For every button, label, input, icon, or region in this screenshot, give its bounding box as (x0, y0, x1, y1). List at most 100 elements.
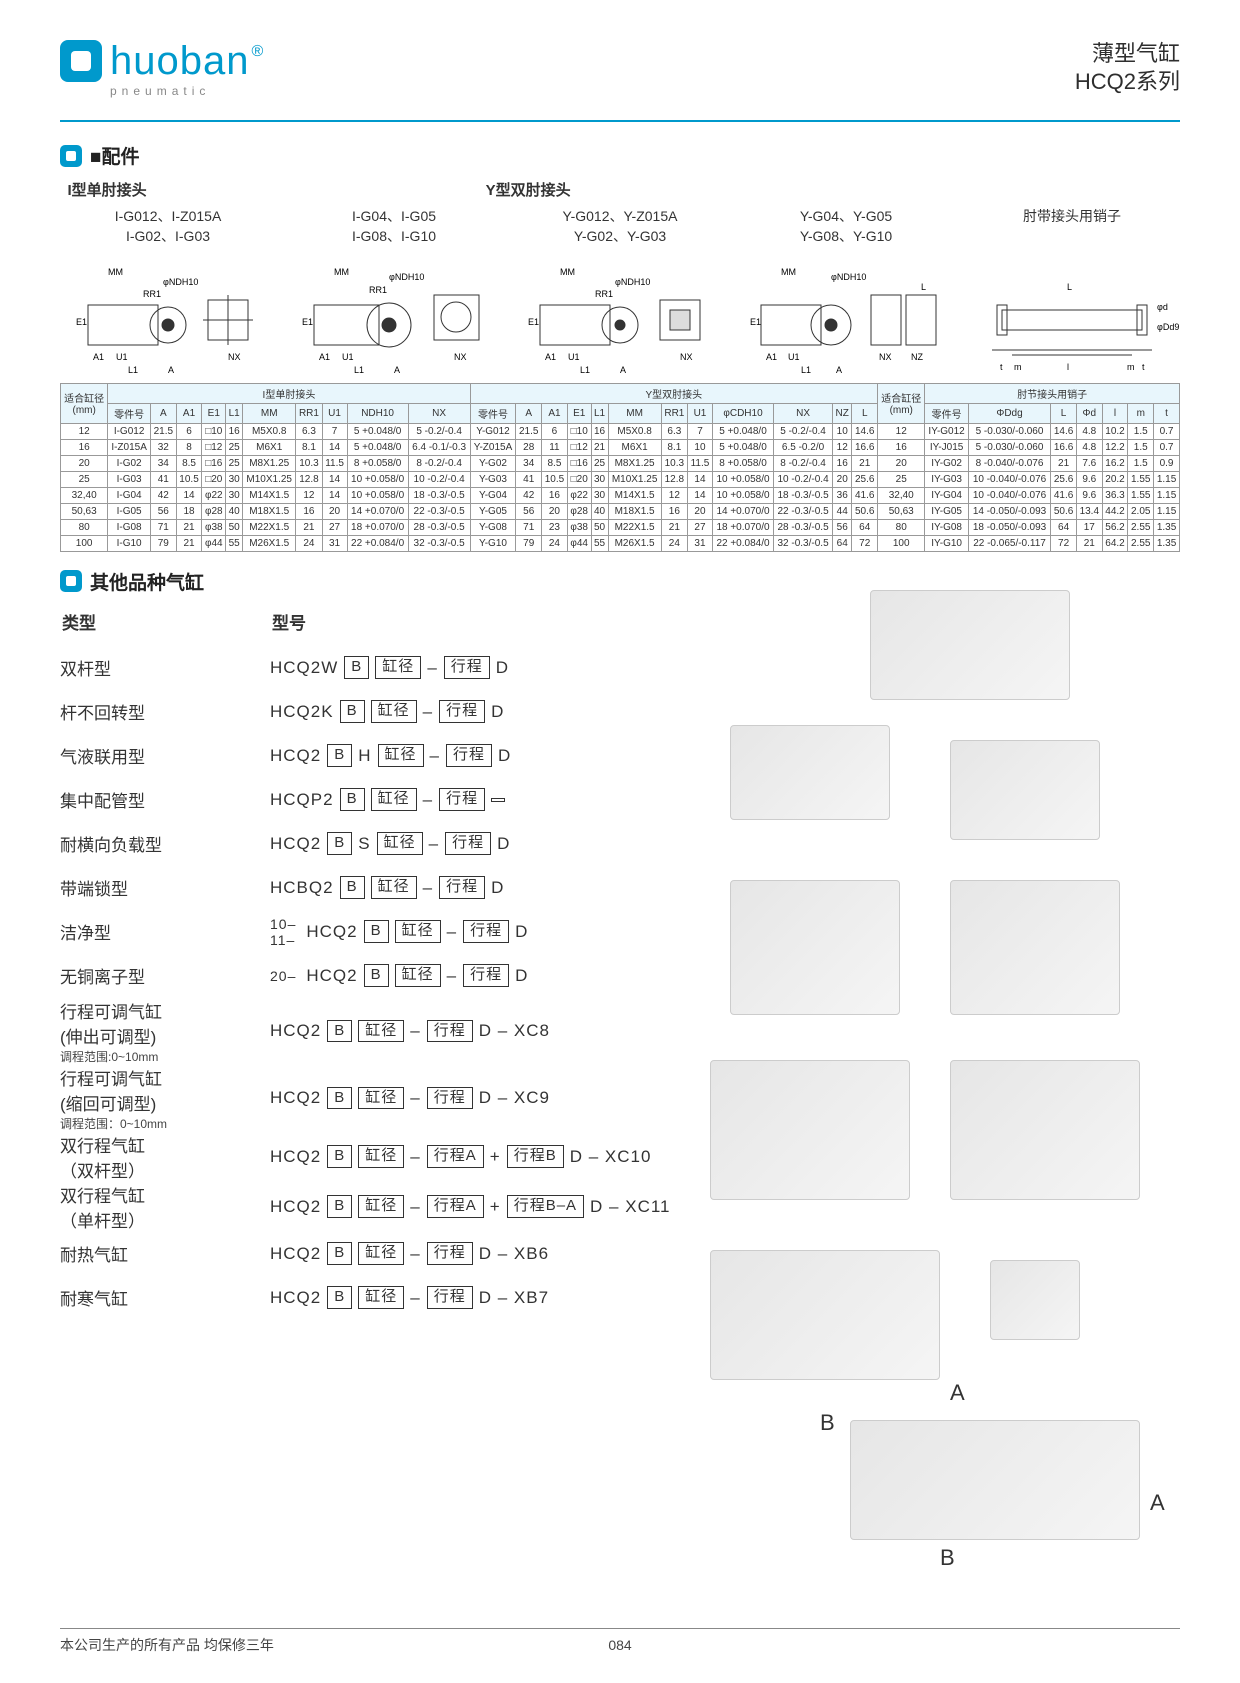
model-token: HCQ2 (270, 1147, 321, 1167)
model-token-box: 行程 (446, 744, 492, 767)
table-row: 80I-G087121φ3850M22X1.5212718 +0.070/028… (61, 519, 1180, 535)
model-token: HCBQ2 (270, 878, 334, 898)
type-name: 集中配管型 (60, 787, 270, 812)
svg-text:A1: A1 (319, 352, 330, 362)
th-y: RR1 (661, 403, 687, 423)
title-line-1: 薄型气缸 (1075, 40, 1180, 68)
model-token-box: 缸径 (377, 832, 423, 855)
model-token-box: B (327, 1087, 352, 1110)
model-token: D (491, 878, 504, 898)
th-y: A1 (542, 403, 568, 423)
th-y: MM (608, 403, 661, 423)
spec-table-head: 适合缸径 (mm) I型单肘接头 Y型双肘接头 适合缸径 (mm) 肘节接头用销… (61, 383, 1180, 423)
drawing-y1: MMφNDH10 E1A1U1 L1ANX RR1 (512, 255, 728, 375)
model-token-box: 行程A (427, 1195, 484, 1218)
footer-rule (60, 1628, 1180, 1629)
th-pin: ΦDdg (968, 403, 1050, 423)
model-token: – (447, 922, 457, 942)
col-i2: I-G04、I-G05 I-G08、I-G10 (286, 206, 502, 247)
col-y2: Y-G04、Y-G05 Y-G08、Y-G10 (738, 206, 954, 247)
th-y: L (852, 403, 878, 423)
model-token: – (429, 834, 439, 854)
model-token-box: 行程 (445, 832, 491, 855)
th-group-pin: 肘节接头用销子 (925, 383, 1180, 403)
model-token: – (410, 1088, 420, 1108)
logo: huoban ® pneumatic (60, 40, 263, 98)
model-token-box: 行程 (439, 788, 485, 811)
type-model: HCQ2BH缸径–行程D (270, 744, 511, 767)
svg-text:L1: L1 (128, 365, 138, 375)
th-i: NDH10 (347, 403, 408, 423)
model-token-box: B (340, 876, 365, 899)
type-model: HCQ2B缸径–行程A+行程B–AD – XC11 (270, 1195, 671, 1218)
model-token-box (491, 798, 505, 802)
model-token-box: 行程 (463, 964, 509, 987)
type-name: 双行程气缸（双杆型） (60, 1132, 270, 1182)
type-name: 气液联用型 (60, 743, 270, 768)
svg-text:NX: NX (454, 352, 467, 362)
group-y-title: Y型双肘接头 (486, 179, 934, 200)
model-token-box: 行程 (444, 656, 490, 679)
model-token: D – XB7 (479, 1288, 549, 1308)
svg-text:MM: MM (334, 267, 349, 277)
model-token-box: 行程 (463, 920, 509, 943)
section-other-title: 其他品种气缸 (90, 568, 204, 595)
prefix: 10–11– (270, 916, 296, 948)
table-row: 12I-G01221.56□1016M5X0.86.375 +0.048/05 … (61, 423, 1180, 439)
svg-text:φNDH10: φNDH10 (615, 277, 650, 287)
svg-text:L1: L1 (580, 365, 590, 375)
model-token: D – XC11 (590, 1197, 670, 1217)
model-token: – (447, 966, 457, 986)
model-token-box: 行程 (427, 1087, 473, 1110)
svg-text:A: A (168, 365, 174, 375)
footer-left: 本公司生产的所有产品 均保修三年 (60, 1635, 274, 1655)
table-row: 20I-G02348.5□1625M8X1.2510.311.58 +0.058… (61, 455, 1180, 471)
model-token: HCQ2 (270, 1197, 321, 1217)
type-model: HCQP2B缸径–行程 (270, 788, 505, 811)
model-token: D (496, 658, 509, 678)
type-name: 耐寒气缸 (60, 1285, 270, 1310)
svg-text:t: t (1000, 362, 1003, 372)
model-token-box: 行程 (439, 876, 485, 899)
product-image (730, 880, 900, 1015)
svg-text:A: A (836, 365, 842, 375)
model-token-box: 行程 (427, 1020, 473, 1043)
model-token: + (490, 1197, 501, 1217)
registered-mark: ® (251, 43, 263, 61)
svg-text:U1: U1 (342, 352, 354, 362)
model-token: HCQ2 (306, 922, 357, 942)
model-token: HCQ2 (270, 1244, 321, 1264)
svg-text:U1: U1 (116, 352, 128, 362)
model-token-box: 缸径 (358, 1195, 404, 1218)
th-y: A (516, 403, 542, 423)
product-image (950, 740, 1100, 840)
model-token: – (410, 1021, 420, 1041)
product-image (950, 880, 1120, 1015)
table-row: 100I-G107921φ4455M26X1.5243122 +0.084/03… (61, 535, 1180, 551)
table-row: 50,63I-G055618φ2840M18X1.5162014 +0.070/… (61, 503, 1180, 519)
type-model: HCQ2B缸径–行程D – XC9 (270, 1087, 550, 1110)
model-token-box: 缸径 (358, 1087, 404, 1110)
table-row: 25I-G034110.5□2030M10X1.2512.81410 +0.05… (61, 471, 1180, 487)
model-token: D (515, 966, 528, 986)
drawing-i2: MMφNDH10 E1A1U1 L1ANX RR1 (286, 255, 502, 375)
type-model: HCQ2KB缸径–行程D (270, 700, 504, 723)
svg-text:L1: L1 (354, 365, 364, 375)
model-token-box: B (327, 1195, 352, 1218)
model-token: – (423, 790, 433, 810)
product-image (850, 1420, 1140, 1540)
header-rule (60, 120, 1180, 122)
type-name: 行程可调气缸(伸出可调型)调程范围:0~10mm (60, 998, 270, 1065)
model-token-box: B (344, 656, 369, 679)
type-name: 双行程气缸（单杆型） (60, 1182, 270, 1232)
model-token-box: 行程A (427, 1145, 484, 1168)
brand-subtitle: pneumatic (110, 84, 263, 98)
model-token-box: 缸径 (375, 656, 421, 679)
diagram-group-titles: I型单肘接头 Y型双肘接头 (60, 179, 1180, 200)
model-token-box: B (327, 1286, 352, 1309)
group-i-title: I型单肘接头 (67, 179, 470, 200)
svg-text:m: m (1014, 362, 1022, 372)
model-token-box: B (327, 832, 352, 855)
th-group-y: Y型双肘接头 (470, 383, 878, 403)
type-model: HCQ2B缸径–行程D – XC8 (270, 1020, 550, 1043)
